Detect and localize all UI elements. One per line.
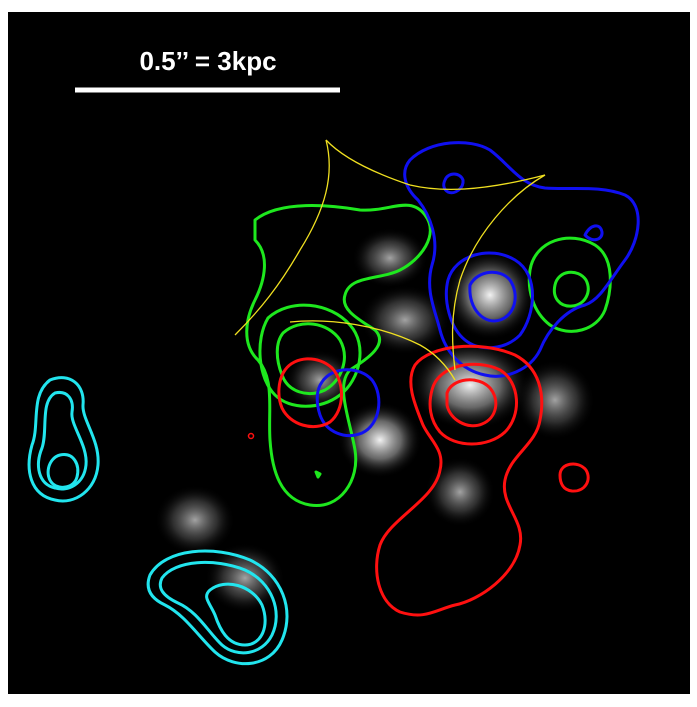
scale-bar-label: 0.5’’ = 3kpc <box>139 46 276 76</box>
image-background <box>8 12 690 694</box>
page: 0.5’’ = 3kpc (() => { const data = JSON.… <box>0 0 697 707</box>
image: 0.5’’ = 3kpc <box>0 0 697 707</box>
